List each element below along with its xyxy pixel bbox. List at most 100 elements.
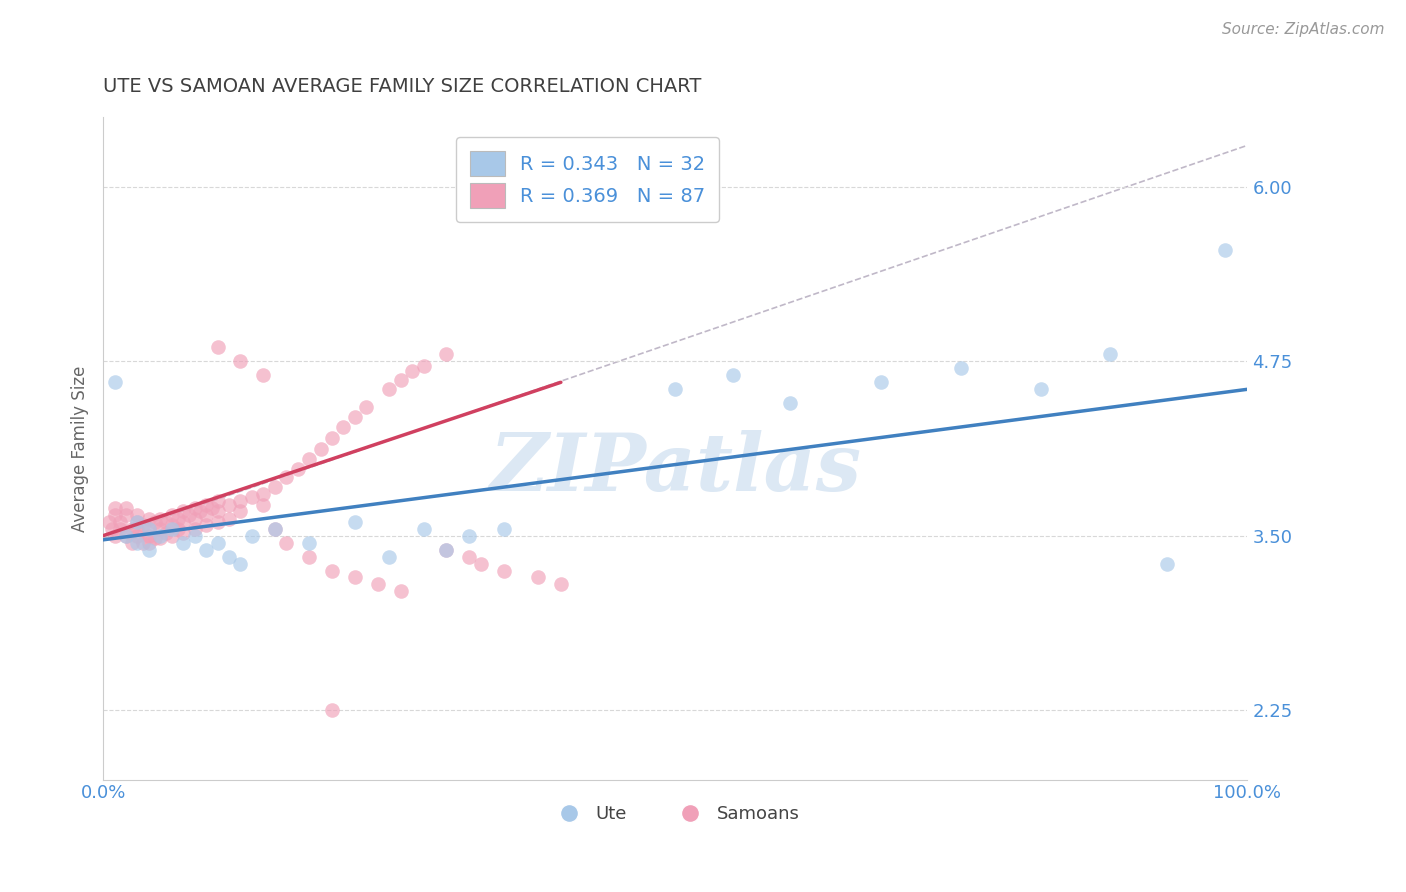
Point	[97, 515, 120, 529]
Point	[160, 508, 183, 522]
Point	[183, 529, 205, 543]
Point	[343, 410, 366, 425]
Point	[138, 512, 160, 526]
Point	[149, 532, 172, 546]
Point	[149, 522, 172, 536]
Point	[138, 522, 160, 536]
Point	[240, 490, 263, 504]
Point	[160, 529, 183, 543]
Point	[870, 376, 893, 390]
Point	[721, 368, 744, 383]
Point	[343, 570, 366, 584]
Point	[263, 522, 285, 536]
Point	[115, 508, 138, 522]
Point	[412, 522, 434, 536]
Text: ZIPatlas: ZIPatlas	[489, 430, 862, 508]
Point	[166, 512, 188, 526]
Point	[950, 361, 973, 376]
Point	[166, 522, 188, 536]
Point	[276, 535, 298, 549]
Point	[218, 549, 240, 564]
Point	[401, 364, 423, 378]
Point	[492, 522, 515, 536]
Point	[1031, 382, 1053, 396]
Point	[779, 396, 801, 410]
Point	[183, 500, 205, 515]
Point	[412, 359, 434, 373]
Point	[1213, 243, 1236, 257]
Y-axis label: Average Family Size: Average Family Size	[72, 366, 89, 532]
Point	[389, 372, 412, 386]
Point	[138, 522, 160, 536]
Point	[207, 493, 229, 508]
Point	[356, 401, 378, 415]
Point	[252, 498, 274, 512]
Point	[103, 529, 125, 543]
Point	[155, 525, 177, 540]
Point	[195, 517, 218, 532]
Point	[121, 522, 143, 536]
Point	[1099, 347, 1122, 361]
Point	[195, 542, 218, 557]
Point	[195, 508, 218, 522]
Point	[229, 493, 252, 508]
Point	[103, 376, 125, 390]
Legend: Ute, Samoans: Ute, Samoans	[543, 797, 807, 830]
Point	[101, 522, 124, 536]
Point	[252, 487, 274, 501]
Point	[127, 529, 149, 543]
Point	[436, 542, 458, 557]
Point	[458, 549, 481, 564]
Point	[183, 522, 205, 536]
Point	[172, 525, 194, 540]
Point	[172, 515, 194, 529]
Point	[138, 535, 160, 549]
Point	[367, 577, 389, 591]
Point	[127, 515, 149, 529]
Point	[132, 535, 155, 549]
Point	[207, 515, 229, 529]
Point	[190, 503, 212, 517]
Point	[110, 515, 132, 529]
Point	[172, 503, 194, 517]
Point	[155, 515, 177, 529]
Point	[127, 508, 149, 522]
Point	[332, 420, 354, 434]
Point	[436, 347, 458, 361]
Point	[207, 341, 229, 355]
Point	[298, 452, 321, 467]
Point	[121, 535, 143, 549]
Point	[127, 515, 149, 529]
Point	[276, 470, 298, 484]
Point	[298, 535, 321, 549]
Point	[115, 529, 138, 543]
Point	[218, 512, 240, 526]
Point	[664, 382, 686, 396]
Point	[492, 564, 515, 578]
Point	[550, 577, 572, 591]
Point	[149, 529, 172, 543]
Point	[218, 498, 240, 512]
Point	[343, 515, 366, 529]
Point	[195, 498, 218, 512]
Text: Source: ZipAtlas.com: Source: ZipAtlas.com	[1222, 22, 1385, 37]
Point	[458, 529, 481, 543]
Point	[263, 480, 285, 494]
Point	[229, 503, 252, 517]
Point	[143, 532, 166, 546]
Point	[138, 542, 160, 557]
Point	[240, 529, 263, 543]
Point	[287, 461, 309, 475]
Point	[201, 500, 224, 515]
Point	[172, 535, 194, 549]
Point	[321, 431, 343, 445]
Point	[321, 564, 343, 578]
Point	[115, 500, 138, 515]
Point	[143, 515, 166, 529]
Point	[160, 517, 183, 532]
Point	[160, 522, 183, 536]
Point	[183, 512, 205, 526]
Point	[110, 522, 132, 536]
Point	[263, 522, 285, 536]
Point	[103, 508, 125, 522]
